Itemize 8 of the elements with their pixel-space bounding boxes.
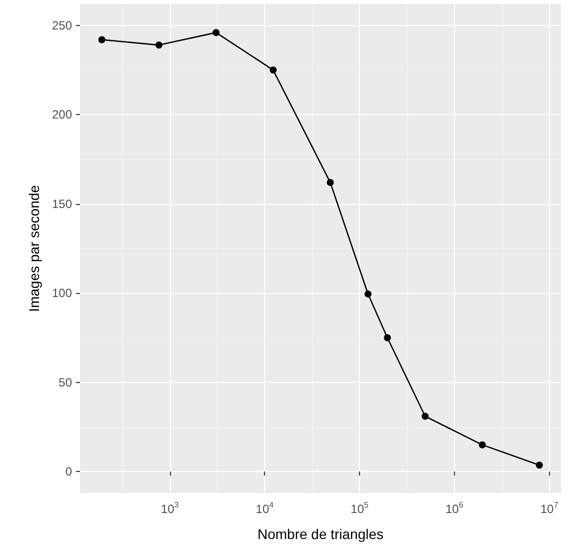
y-axis-title: Images par seconde	[26, 184, 42, 312]
y-tick-label: 200	[52, 108, 72, 122]
y-tick-label: 100	[52, 286, 72, 300]
y-tick-label: 250	[52, 18, 72, 32]
y-tick-label: 150	[52, 196, 72, 211]
y-tick-label: 0	[65, 464, 72, 479]
y-tick-label: 50	[58, 375, 72, 390]
x-axis-title: Nombre de triangles	[257, 526, 384, 542]
